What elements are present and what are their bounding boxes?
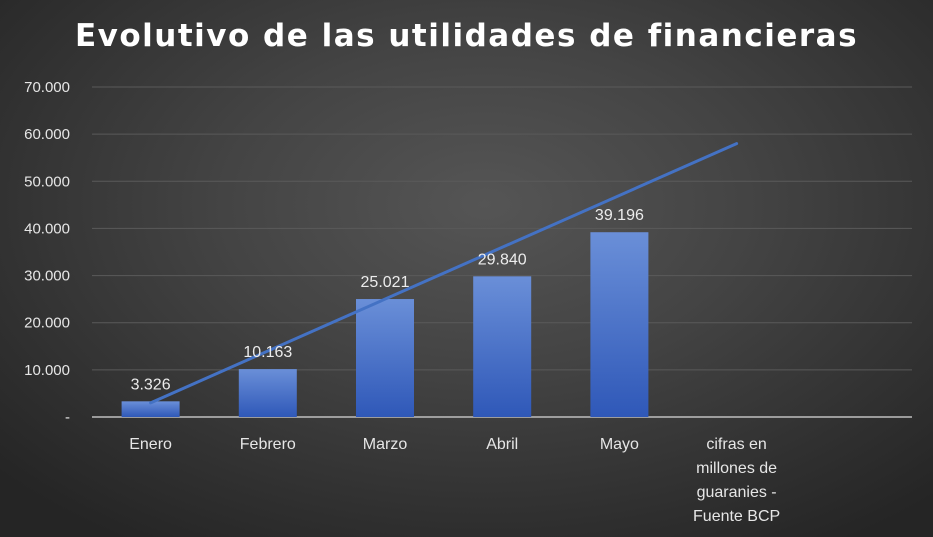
data-label: 10.163 bbox=[243, 344, 292, 361]
data-label: 3.326 bbox=[131, 376, 171, 393]
trendline bbox=[149, 142, 739, 405]
data-label: 29.840 bbox=[478, 251, 527, 268]
bar bbox=[121, 401, 180, 417]
y-tick-label: 40.000 bbox=[24, 220, 70, 237]
bar bbox=[590, 232, 649, 417]
x-tick-label: Febrero bbox=[240, 436, 296, 453]
y-tick-label: 70.000 bbox=[24, 79, 70, 96]
x-tick-label: Mayo bbox=[600, 436, 639, 453]
data-label: 25.021 bbox=[361, 274, 410, 291]
y-tick-label: 60.000 bbox=[24, 126, 70, 143]
bar bbox=[356, 299, 414, 417]
y-tick-label: - bbox=[65, 409, 70, 426]
x-tick-label: Enero bbox=[129, 436, 172, 453]
y-tick-label: 20.000 bbox=[24, 315, 70, 332]
y-tick-label: 10.000 bbox=[24, 362, 70, 379]
bar bbox=[238, 369, 297, 417]
chart-title: Evolutivo de las utilidades de financier… bbox=[74, 18, 859, 54]
y-tick-label: 30.000 bbox=[24, 268, 70, 285]
x-tick-label: cifras en millones de guaranies -Fuente BC… bbox=[693, 436, 780, 525]
y-tick-label: 50.000 bbox=[24, 173, 70, 190]
data-label: 39.196 bbox=[595, 207, 644, 224]
x-tick-label: Marzo bbox=[363, 436, 408, 453]
bar bbox=[473, 276, 532, 417]
x-tick-label: Abril bbox=[486, 436, 518, 453]
